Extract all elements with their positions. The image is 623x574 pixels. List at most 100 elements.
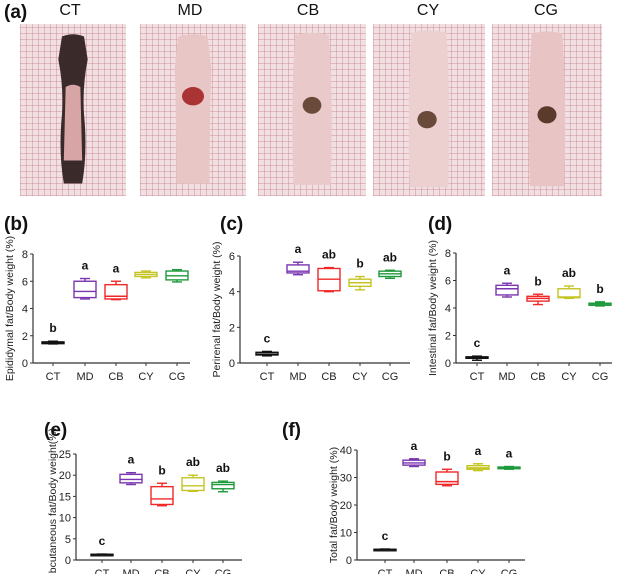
significance-letter: a [411, 439, 418, 453]
x-tick-label: CG [215, 568, 232, 574]
mouse-dissection-image [408, 30, 450, 188]
panel-f-label: (f) [282, 420, 301, 441]
significance-letter: a [113, 261, 120, 275]
y-tick-label: 8 [445, 248, 451, 260]
photo-md [140, 24, 246, 196]
y-tick-label: 0 [346, 555, 352, 567]
x-tick-label: MD [76, 371, 93, 383]
panel-c-label: (c) [220, 214, 244, 235]
box-body [104, 283, 128, 300]
chart-b: 0 2 4 6 8 Epididymal fat/Body weight (%) CT b MD… [4, 236, 190, 383]
x-tick-label: CY [138, 371, 154, 383]
box-CG [165, 268, 189, 283]
y-tick-label: 40 [340, 445, 352, 457]
x-tick-label: CY [561, 371, 577, 383]
chart-c: 0 2 4 6 Perirenal fat/Body weight (%) CT c MD a C… [211, 242, 410, 383]
box-CY [134, 270, 158, 279]
box-CT [41, 340, 65, 345]
x-tick-label: CG [501, 568, 518, 574]
significance-letter: a [506, 447, 513, 461]
box-CG [378, 269, 402, 279]
box-CB [104, 280, 128, 301]
box-body [181, 477, 205, 492]
photo-title-ct: CT [59, 2, 81, 19]
box-MD [495, 282, 519, 298]
x-tick-label: CY [185, 568, 201, 574]
box-CB [150, 482, 174, 507]
box-CY [348, 275, 372, 291]
box-CY [557, 285, 581, 300]
significance-letter: b [158, 463, 165, 477]
box-CG [588, 301, 612, 307]
x-tick-label: CB [439, 568, 454, 574]
y-tick-label: 10 [59, 513, 71, 525]
significance-letter: ab [562, 266, 576, 280]
mouse-dissection-image [292, 32, 332, 185]
box-CG [497, 465, 521, 470]
x-tick-label: CT [470, 371, 485, 383]
photo-cy [373, 24, 485, 196]
significance-letter: a [82, 259, 89, 273]
y-tick-label: 20 [59, 470, 71, 482]
significance-letter: ab [186, 455, 200, 469]
significance-letter: a [295, 242, 302, 256]
x-tick-label: CG [382, 371, 399, 383]
y-tick-label: 4 [445, 303, 451, 315]
x-tick-label: CY [352, 371, 368, 383]
photo-cg [492, 24, 602, 196]
box-body [119, 473, 143, 484]
y-tick-label: 20 [340, 500, 352, 512]
y-tick-label: 2 [445, 331, 451, 343]
significance-letter: c [264, 331, 271, 345]
y-tick-label: 10 [340, 528, 352, 540]
y-tick-label: 6 [22, 276, 28, 288]
significance-letter: c [99, 534, 106, 548]
box-CB [435, 468, 459, 487]
x-tick-label: MD [405, 568, 422, 574]
significance-letter: ab [322, 248, 336, 262]
y-tick-label: 4 [22, 304, 28, 316]
x-tick-label: CG [592, 371, 609, 383]
y-tick-label: 0 [65, 555, 71, 567]
box-MD [73, 277, 97, 300]
y-axis-label: Total fat/Body weight (%) [328, 447, 340, 563]
box-CT [465, 355, 489, 361]
box-body [286, 264, 310, 274]
chart-d: 0 2 4 6 8 Intestinal fat/Body weight (%) CT c MD… [427, 240, 612, 383]
y-tick-label: 4 [229, 287, 235, 299]
mouse-dissection-image [58, 34, 88, 184]
significance-letter: ab [383, 250, 397, 264]
x-tick-label: MD [289, 371, 306, 383]
x-tick-label: CG [169, 371, 186, 383]
significance-letter: b [534, 274, 541, 288]
panel-a-label: (a) [4, 2, 28, 23]
significance-letter: ab [216, 461, 230, 475]
photo-ct [20, 24, 126, 196]
mouse-dissection-image [174, 34, 212, 184]
box-body [73, 280, 97, 299]
box-CG [211, 480, 235, 493]
box-body [211, 481, 235, 490]
y-tick-label: 0 [445, 358, 451, 370]
box-MD [286, 261, 310, 276]
significance-letter: a [504, 263, 511, 277]
x-tick-label: CT [378, 568, 393, 574]
y-tick-label: 6 [229, 251, 235, 263]
y-tick-label: 6 [445, 276, 451, 288]
box-CB [526, 293, 550, 306]
box-body [150, 485, 174, 506]
x-tick-label: CT [46, 371, 61, 383]
box-MD [402, 458, 426, 468]
panel-d-label: (d) [428, 214, 453, 235]
y-tick-label: 25 [59, 449, 71, 461]
panel-b-label: (b) [4, 214, 29, 235]
box-body [435, 471, 459, 486]
box-CT [90, 553, 114, 557]
significance-letter: b [49, 321, 56, 335]
significance-letter: c [382, 529, 389, 543]
significance-letter: c [474, 336, 481, 350]
y-tick-label: 15 [59, 491, 71, 503]
x-tick-label: CY [470, 568, 486, 574]
significance-letter: b [596, 282, 603, 296]
